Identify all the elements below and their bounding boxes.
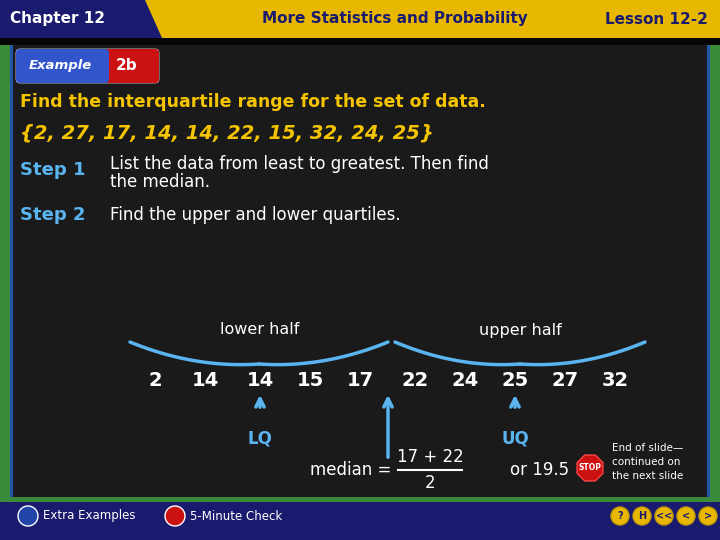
Circle shape bbox=[677, 507, 695, 525]
FancyBboxPatch shape bbox=[94, 49, 159, 83]
Text: 32: 32 bbox=[601, 370, 629, 389]
Bar bbox=[0, 38, 720, 45]
Text: 2b: 2b bbox=[116, 58, 138, 73]
Bar bbox=[0, 0, 720, 38]
Text: <: < bbox=[682, 511, 690, 521]
Text: Lesson 12-2: Lesson 12-2 bbox=[605, 11, 708, 26]
Text: 5-Minute Check: 5-Minute Check bbox=[190, 510, 282, 523]
Text: Chapter 12: Chapter 12 bbox=[10, 11, 105, 26]
Text: 14: 14 bbox=[192, 370, 219, 389]
Text: 17: 17 bbox=[346, 370, 374, 389]
Text: Example: Example bbox=[28, 59, 91, 72]
Text: 24: 24 bbox=[451, 370, 479, 389]
FancyBboxPatch shape bbox=[16, 49, 109, 83]
Text: 17 + 22: 17 + 22 bbox=[397, 448, 464, 466]
Text: Step 2: Step 2 bbox=[20, 206, 86, 224]
Text: STOP: STOP bbox=[578, 463, 601, 472]
Text: Step 1: Step 1 bbox=[20, 161, 86, 179]
Text: >: > bbox=[704, 511, 712, 521]
Text: 14: 14 bbox=[246, 370, 274, 389]
Polygon shape bbox=[0, 0, 162, 38]
Text: LQ: LQ bbox=[248, 430, 272, 448]
Circle shape bbox=[699, 507, 717, 525]
Text: ?: ? bbox=[617, 511, 623, 521]
Text: 2: 2 bbox=[148, 370, 162, 389]
Text: List the data from least to greatest. Then find: List the data from least to greatest. Th… bbox=[110, 155, 489, 173]
Circle shape bbox=[611, 507, 629, 525]
Text: or 19.5: or 19.5 bbox=[510, 461, 569, 479]
Circle shape bbox=[165, 506, 185, 526]
Text: the median.: the median. bbox=[110, 173, 210, 191]
Text: median =: median = bbox=[310, 461, 392, 479]
Bar bbox=[0, 500, 720, 540]
Bar bbox=[0, 497, 720, 502]
Polygon shape bbox=[577, 455, 603, 481]
Circle shape bbox=[633, 507, 651, 525]
Text: {2, 27, 17, 14, 14, 22, 15, 32, 24, 25}: {2, 27, 17, 14, 14, 22, 15, 32, 24, 25} bbox=[20, 124, 433, 143]
Bar bbox=[0, 45, 10, 500]
Text: More Statistics and Probability: More Statistics and Probability bbox=[262, 11, 528, 26]
FancyBboxPatch shape bbox=[16, 49, 159, 83]
Bar bbox=[707, 45, 710, 500]
Text: 27: 27 bbox=[552, 370, 579, 389]
Circle shape bbox=[655, 507, 673, 525]
Text: <<: << bbox=[656, 511, 672, 521]
Bar bbox=[10, 45, 13, 500]
Text: lower half: lower half bbox=[220, 322, 300, 338]
Text: Find the upper and lower quartiles.: Find the upper and lower quartiles. bbox=[110, 206, 400, 224]
Text: upper half: upper half bbox=[479, 322, 562, 338]
Text: 2: 2 bbox=[425, 474, 436, 492]
Text: H: H bbox=[638, 511, 646, 521]
Text: 15: 15 bbox=[297, 370, 323, 389]
Text: Find the interquartile range for the set of data.: Find the interquartile range for the set… bbox=[20, 93, 486, 111]
Text: UQ: UQ bbox=[501, 430, 529, 448]
Circle shape bbox=[18, 506, 38, 526]
Bar bbox=[710, 45, 720, 500]
Text: 22: 22 bbox=[401, 370, 428, 389]
Text: Extra Examples: Extra Examples bbox=[43, 510, 135, 523]
Text: 25: 25 bbox=[501, 370, 528, 389]
Text: End of slide—
continued on
the next slide: End of slide— continued on the next slid… bbox=[612, 443, 683, 481]
